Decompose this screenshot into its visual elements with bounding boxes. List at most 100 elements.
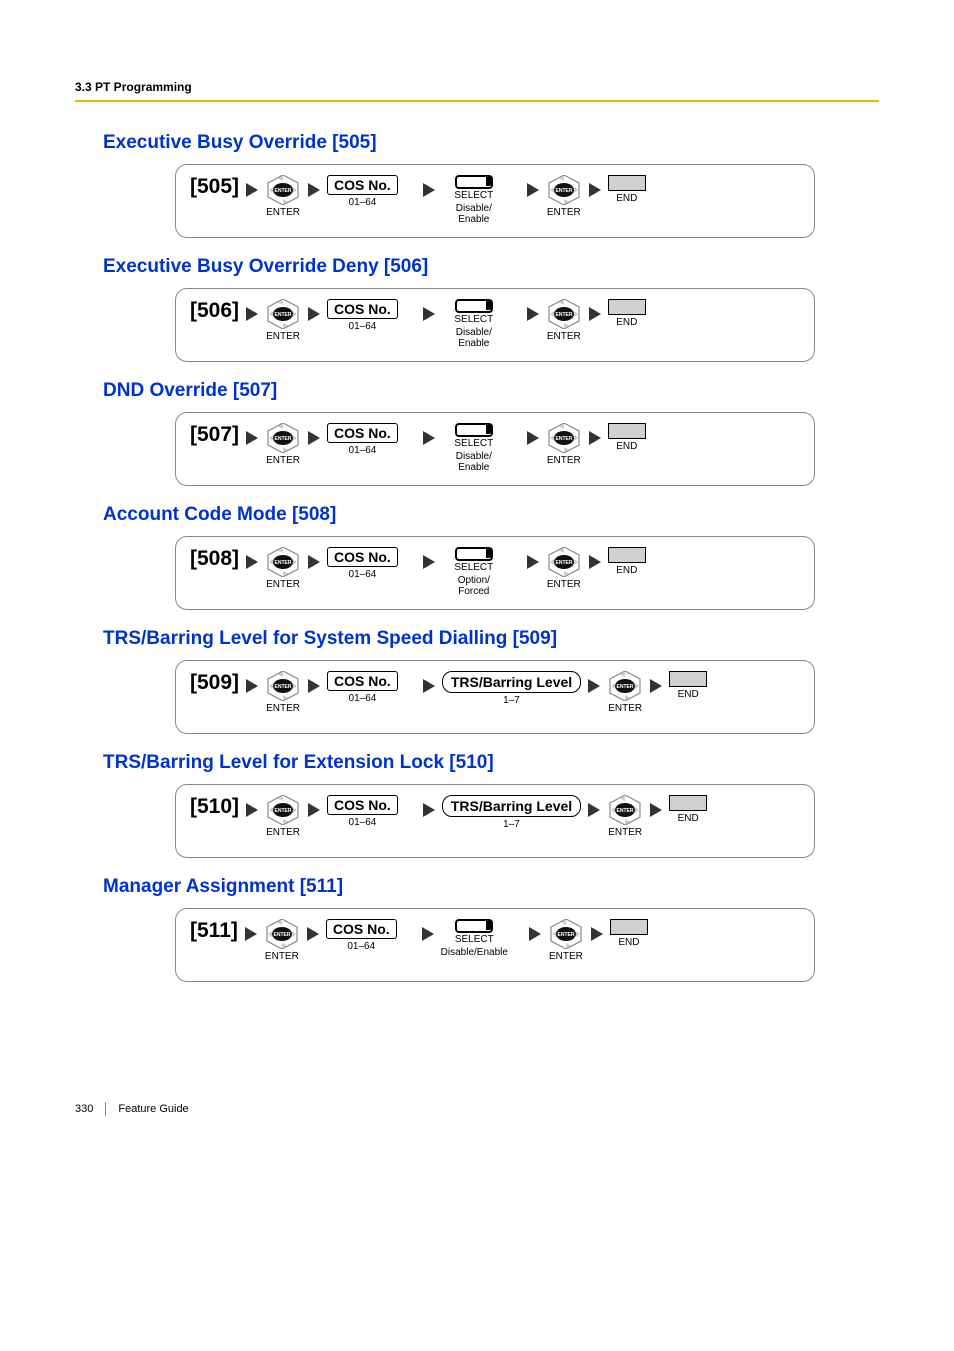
arrow-icon <box>422 795 436 825</box>
arrow-icon <box>245 423 259 453</box>
svg-text:ENTER: ENTER <box>555 312 572 318</box>
svg-text:ENTER: ENTER <box>617 684 634 690</box>
svg-text:ENTER: ENTER <box>275 188 292 194</box>
page-number: 330 <box>75 1103 93 1115</box>
select-icon <box>455 919 493 933</box>
section-title: Account Code Mode [508] <box>103 504 879 526</box>
section-title: Manager Assignment [511] <box>103 876 879 898</box>
cos-number-field: COS No.01–64 <box>327 547 398 601</box>
arrow-icon <box>588 547 602 577</box>
arrow-icon <box>422 671 436 701</box>
arrow-icon <box>307 547 321 577</box>
arrow-icon <box>245 671 259 701</box>
end-icon <box>669 671 707 687</box>
end-icon <box>608 547 646 563</box>
sequence-box: [506]ENTERENTERCOS No.01–64SELECTDisable… <box>175 288 815 362</box>
arrow-icon <box>587 671 601 701</box>
select-button: SELECTDisable/Enable <box>441 919 508 973</box>
end-icon <box>669 795 707 811</box>
svg-text:ENTER: ENTER <box>275 560 292 566</box>
enter-button: ENTERENTER <box>546 299 582 353</box>
enter-button: ENTERENTER <box>265 671 301 725</box>
end-icon <box>608 175 646 191</box>
arrow-icon <box>526 423 540 453</box>
cos-number-field: COS No.01–64 <box>327 671 398 725</box>
program-code: [505] <box>190 175 239 229</box>
select-icon <box>455 299 493 313</box>
svg-text:ENTER: ENTER <box>273 932 290 938</box>
end-icon <box>608 299 646 315</box>
end-button: END <box>608 175 646 229</box>
arrow-icon <box>526 547 540 577</box>
arrow-icon <box>528 919 542 949</box>
arrow-icon <box>588 299 602 329</box>
end-button: END <box>608 547 646 601</box>
arrow-icon <box>307 795 321 825</box>
sequence-box: [505]ENTERENTERCOS No.01–64SELECTDisable… <box>175 164 815 238</box>
end-icon <box>610 919 648 935</box>
arrow-icon <box>245 547 259 577</box>
select-button: SELECTDisable/Enable <box>442 299 506 353</box>
cos-number-field: COS No.01–64 <box>326 919 397 973</box>
sequence-box: [509]ENTERENTERCOS No.01–64TRS/Barring L… <box>175 660 815 734</box>
arrow-icon <box>649 671 663 701</box>
end-button: END <box>608 423 646 477</box>
arrow-icon <box>422 175 436 205</box>
enter-button: ENTERENTER <box>265 795 301 849</box>
section-title: DND Override [507] <box>103 380 879 402</box>
cos-number-field: COS No.01–64 <box>327 175 398 229</box>
page-footer: 330 Feature Guide <box>75 1102 879 1116</box>
footer-divider <box>105 1102 106 1116</box>
svg-text:ENTER: ENTER <box>555 436 572 442</box>
arrow-icon <box>422 299 436 329</box>
arrow-icon <box>590 919 604 949</box>
section-title: TRS/Barring Level for System Speed Diall… <box>103 628 879 650</box>
svg-text:ENTER: ENTER <box>617 808 634 814</box>
program-code: [509] <box>190 671 239 725</box>
end-button: END <box>669 671 707 725</box>
arrow-icon <box>649 795 663 825</box>
svg-text:ENTER: ENTER <box>275 808 292 814</box>
select-icon <box>455 423 493 437</box>
select-icon <box>455 175 493 189</box>
program-code: [510] <box>190 795 239 849</box>
end-button: END <box>608 299 646 353</box>
svg-text:ENTER: ENTER <box>555 560 572 566</box>
enter-button: ENTERENTER <box>546 547 582 601</box>
sequence-box: [511] ENTERENTER COS No.01–64 SELECTDisable… <box>175 908 815 982</box>
arrow-icon <box>244 919 258 949</box>
arrow-icon <box>306 919 320 949</box>
arrow-icon <box>307 299 321 329</box>
end-icon <box>608 423 646 439</box>
arrow-icon <box>422 547 436 577</box>
arrow-icon <box>421 919 435 949</box>
sequence-box: [507]ENTERENTERCOS No.01–64SELECTDisable… <box>175 412 815 486</box>
select-icon <box>455 547 493 561</box>
breadcrumb: 3.3 PT Programming <box>75 80 879 94</box>
arrow-icon <box>526 175 540 205</box>
section-title: Executive Busy Override Deny [506] <box>103 256 879 278</box>
svg-text:ENTER: ENTER <box>275 312 292 318</box>
enter-button: ENTERENTER <box>546 175 582 229</box>
enter-button: ENTERENTER <box>265 175 301 229</box>
enter-button: ENTERENTER <box>264 919 300 973</box>
end-button: END <box>610 919 648 973</box>
sequence-box: [510]ENTERENTERCOS No.01–64TRS/Barring L… <box>175 784 815 858</box>
sequence-box: [508]ENTERENTERCOS No.01–64SELECTOption/… <box>175 536 815 610</box>
enter-button: ENTERENTER <box>548 919 584 973</box>
cos-number-field: COS No.01–64 <box>327 423 398 477</box>
enter-button: ENTERENTER <box>265 423 301 477</box>
enter-button: ENTERENTER <box>265 547 301 601</box>
enter-button: ENTERENTER <box>546 423 582 477</box>
arrow-icon <box>588 423 602 453</box>
select-button: SELECTOption/Forced <box>442 547 506 601</box>
cos-number-field: COS No.01–64 <box>327 299 398 353</box>
section-title: TRS/Barring Level for Extension Lock [51… <box>103 752 879 774</box>
arrow-icon <box>588 175 602 205</box>
arrow-icon <box>422 423 436 453</box>
trs-level-field: TRS/Barring Level1–7 <box>442 671 581 725</box>
svg-text:ENTER: ENTER <box>275 684 292 690</box>
select-button: SELECTDisable/Enable <box>442 423 506 477</box>
program-code: [511] <box>190 919 238 973</box>
program-code: [506] <box>190 299 239 353</box>
